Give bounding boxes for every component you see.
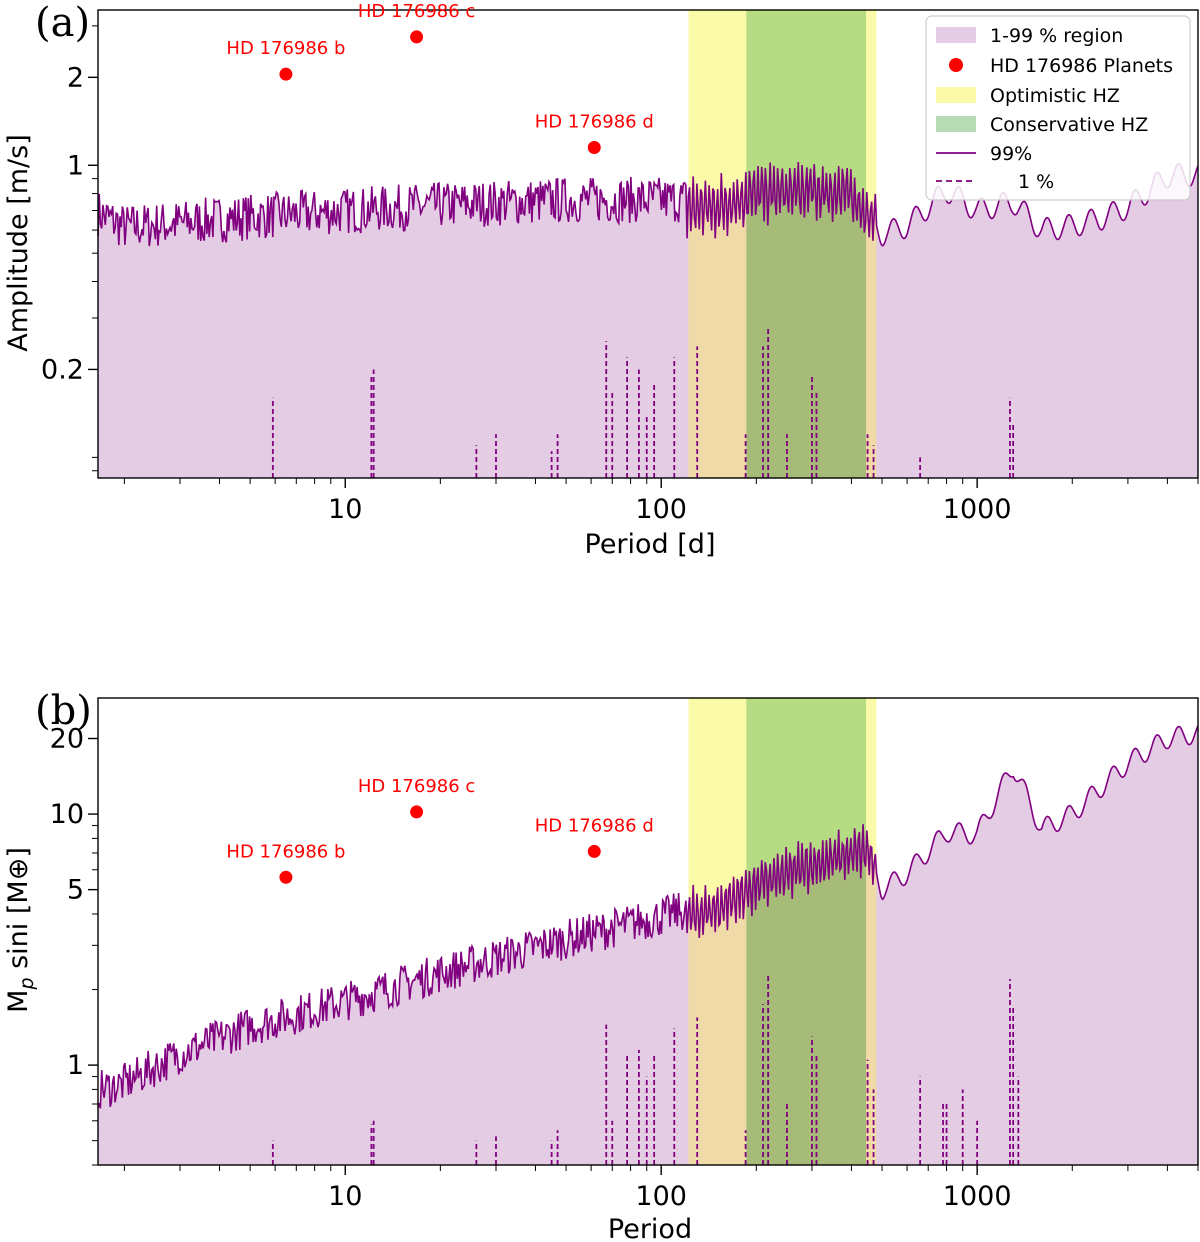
- panel-b-y-tick-label: 10: [50, 799, 84, 830]
- panel-a-series-99-line: [97, 161, 1199, 247]
- panel-b-y-tick-label: 5: [67, 875, 84, 906]
- panel-b-series-99-line: [97, 725, 1199, 1109]
- panel-a-region-area: [98, 162, 1198, 478]
- legend: 1-99 % region HD 176986 Planets Optimist…: [925, 15, 1191, 201]
- panel-b-tag: (b): [35, 688, 92, 734]
- panel-a-x-tick-label: 1000: [943, 494, 1012, 525]
- panel-a-planet-label: HD 176986 d: [535, 112, 654, 133]
- legend-label-region: 1-99 % region: [990, 25, 1123, 47]
- panel-b-y-axis-label: Mp sini [M⊕]: [3, 847, 38, 1013]
- panel-b-ticks: 10 100 1000 1 5 10 20: [50, 724, 1199, 1212]
- panel-a-x-tick-label: 100: [635, 494, 687, 525]
- legend-label-conservative: Conservative HZ: [990, 114, 1148, 136]
- panel-b-planet-label: HD 176986 d: [535, 815, 654, 836]
- panel-a-ticks: 10 100 1000 0.2 1 2: [41, 25, 1199, 525]
- panel-a-tag: (a): [35, 0, 90, 46]
- panel-a-curves: [97, 161, 1199, 478]
- panel-a-planet-label: HD 176986 c: [358, 1, 475, 22]
- panel-a-x-tick-label: 10: [328, 494, 362, 525]
- panel-b-planets: HD 176986 b HD 176986 c HD 176986 d: [226, 776, 654, 884]
- panel-a-y-axis-label: Amplitude [m/s]: [3, 134, 34, 351]
- panel-b-y-tick-label: 20: [50, 724, 84, 755]
- panel-a-x-axis-label: Period [d]: [585, 529, 716, 560]
- panel-b-planet-marker: [410, 805, 424, 819]
- legend-swatch-region: [936, 27, 976, 43]
- panel-a-region-fill: [98, 162, 1198, 478]
- panel-a-y-tick-label: 0.2: [41, 354, 84, 385]
- panel-b-axes-frame: [97, 697, 1199, 1166]
- panel-a-planet-marker: [410, 30, 424, 44]
- panel-b-x-tick-label: 100: [635, 1181, 687, 1212]
- panel-b-planet-label: HD 176986 c: [358, 776, 475, 797]
- legend-swatch-conservative: [936, 116, 976, 132]
- panel-b-planet-label: HD 176986 b: [226, 841, 345, 862]
- legend-swatch-planet: [949, 58, 963, 72]
- panel-a-frame: [97, 9, 1199, 479]
- panel-a-y-tick-label: 1: [67, 150, 84, 181]
- legend-label-solid: 99%: [990, 143, 1032, 165]
- legend-box: [925, 15, 1191, 201]
- panel-b-x-tick-label: 1000: [943, 1181, 1012, 1212]
- panel-a-region-conservative-overlap: [746, 162, 867, 478]
- legend-label-dashed: 1 %: [1018, 171, 1054, 193]
- panel-a-planets: HD 176986 b HD 176986 c HD 176986 d: [226, 1, 654, 155]
- panel-a-y-tick-label: 2: [67, 62, 84, 93]
- panel-b-curves: [97, 725, 1199, 1165]
- panel-a-planet-label: HD 176986 b: [226, 38, 345, 59]
- panel-b-y-tick-label: 1: [67, 1050, 84, 1081]
- panel-b-x-axis-label: Period: [608, 1214, 692, 1242]
- panel-b-frame: [97, 697, 1199, 1166]
- legend-label-planet: HD 176986 Planets: [990, 55, 1173, 77]
- panel-b-planet-marker: [587, 844, 601, 858]
- legend-label-optimistic: Optimistic HZ: [990, 85, 1120, 107]
- panel-b-x-tick-label: 10: [328, 1181, 362, 1212]
- panel-b-region-area: [98, 725, 1198, 1165]
- panel-b-planet-marker: [279, 870, 293, 884]
- legend-swatch-optimistic: [936, 87, 976, 103]
- panel-a-planet-marker: [587, 141, 601, 155]
- panel-a-axes-frame: [97, 9, 1199, 479]
- panel-a-planet-marker: [279, 67, 293, 81]
